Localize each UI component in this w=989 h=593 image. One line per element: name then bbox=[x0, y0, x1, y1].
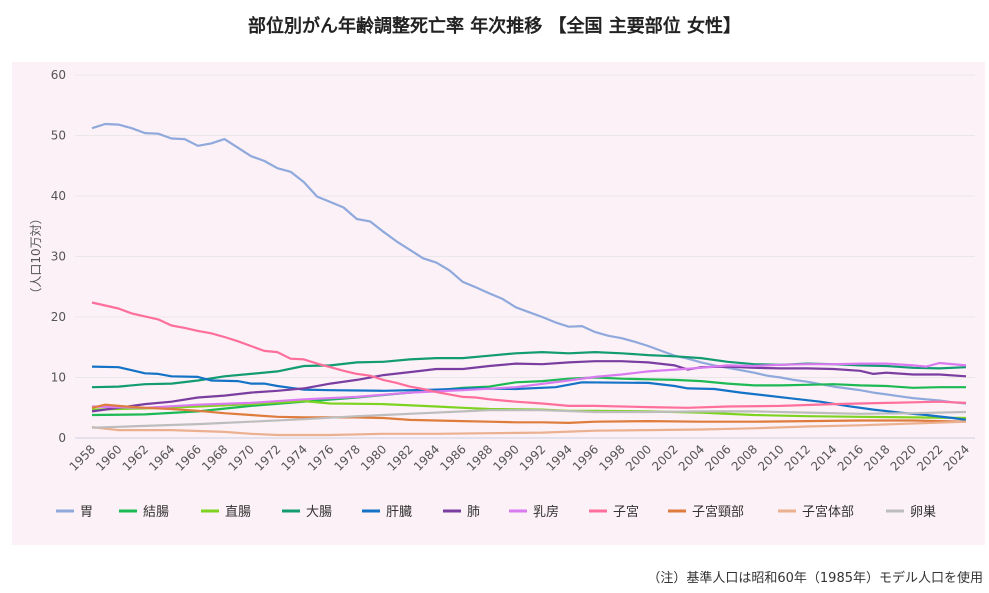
legend-label: 直腸 bbox=[225, 505, 251, 520]
legend-label: 子宮 bbox=[613, 504, 639, 520]
y-tick-label: 0 bbox=[58, 431, 66, 445]
series-line-子宮体部 bbox=[91, 420, 967, 437]
legend-label: 肝臓 bbox=[386, 505, 412, 520]
footnote: （注）基準人口は昭和60年（1985年）モデル人口を使用 bbox=[647, 571, 983, 586]
legend-label: 子宮頸部 bbox=[692, 504, 744, 520]
y-tick-label: 10 bbox=[51, 371, 66, 385]
series-line-結腸 bbox=[91, 376, 966, 417]
legend-label: 乳房 bbox=[533, 504, 559, 520]
chart-title: 部位別がん年齢調整死亡率 年次推移 【全国 主要部位 女性】 bbox=[247, 16, 742, 37]
y-tick-label: 40 bbox=[51, 189, 66, 203]
series-line-乳房 bbox=[91, 361, 967, 409]
series-line-卵巣 bbox=[91, 409, 967, 429]
y-tick-label: 50 bbox=[51, 129, 66, 143]
legend-label: 大腸 bbox=[306, 505, 332, 520]
legend-label: 卵巣 bbox=[910, 505, 936, 520]
legend-label: 肺 bbox=[467, 505, 480, 520]
legend-label: 子宮体部 bbox=[802, 504, 854, 520]
series-line-肺 bbox=[91, 360, 967, 413]
y-tick-label: 20 bbox=[51, 310, 66, 324]
legend-label: 胃 bbox=[80, 505, 93, 520]
chart-background bbox=[12, 62, 985, 545]
series-line-子宮 bbox=[91, 301, 967, 409]
legend-label: 結腸 bbox=[143, 505, 169, 520]
y-tick-label: 60 bbox=[51, 68, 66, 82]
series-line-子宮頸部 bbox=[91, 403, 967, 424]
y-axis-label: （人口10万対） bbox=[29, 212, 43, 299]
y-tick-label: 30 bbox=[51, 250, 66, 264]
